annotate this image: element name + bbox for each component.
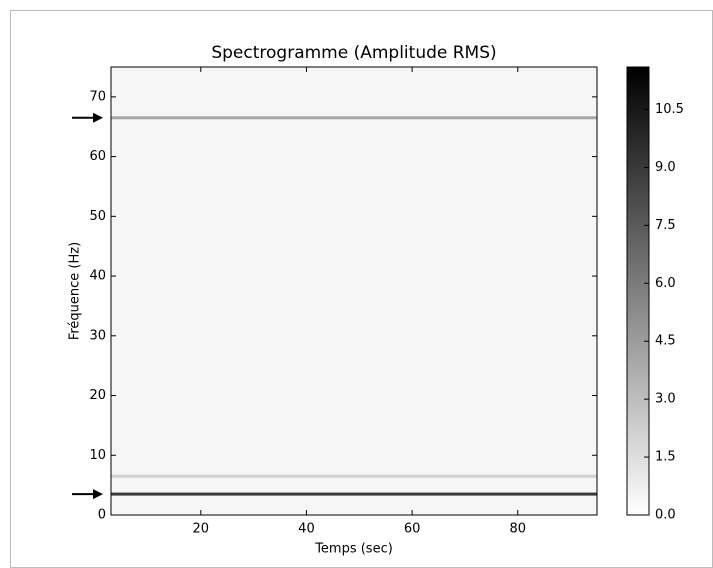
y-tick-label: 70 [89, 89, 106, 104]
colorbar-tick-label: 10.5 [655, 102, 684, 117]
x-tick-label: 60 [404, 522, 421, 537]
colorbar-tick-label: 7.5 [655, 218, 676, 233]
x-tick-label: 80 [509, 522, 526, 537]
colorbar-tick-label: 3.0 [655, 392, 676, 407]
y-axis-label: Fréquence (Hz) [68, 242, 83, 340]
colorbar [626, 66, 650, 516]
y-tick-label: 40 [89, 269, 106, 284]
y-tick-label: 0 [98, 508, 106, 523]
y-tick-label: 10 [89, 448, 106, 463]
frequency-band [111, 492, 597, 496]
frequency-band [111, 474, 597, 478]
colorbar-tick-label: 9.0 [655, 160, 676, 175]
colorbar-tick-label: 1.5 [655, 450, 676, 465]
colorbar-tick-label: 0.0 [655, 508, 676, 523]
arrow-head [93, 112, 103, 123]
spectrogram-background [111, 67, 597, 515]
colorbar-tick-label: 6.0 [655, 276, 676, 291]
frequency-band [111, 116, 597, 120]
colorbar-tick-label: 4.5 [655, 334, 676, 349]
x-axis-label: Temps (sec) [314, 542, 393, 557]
y-tick-label: 20 [89, 388, 106, 403]
x-tick-label: 20 [193, 522, 210, 537]
chart-title: Spectrogramme (Amplitude RMS) [211, 43, 496, 63]
x-tick-label: 40 [298, 522, 315, 537]
y-tick-label: 60 [89, 149, 106, 164]
arrow-head [93, 489, 103, 500]
y-tick-label: 30 [89, 328, 106, 343]
y-tick-label: 50 [89, 209, 106, 224]
plot-border [110, 66, 598, 516]
